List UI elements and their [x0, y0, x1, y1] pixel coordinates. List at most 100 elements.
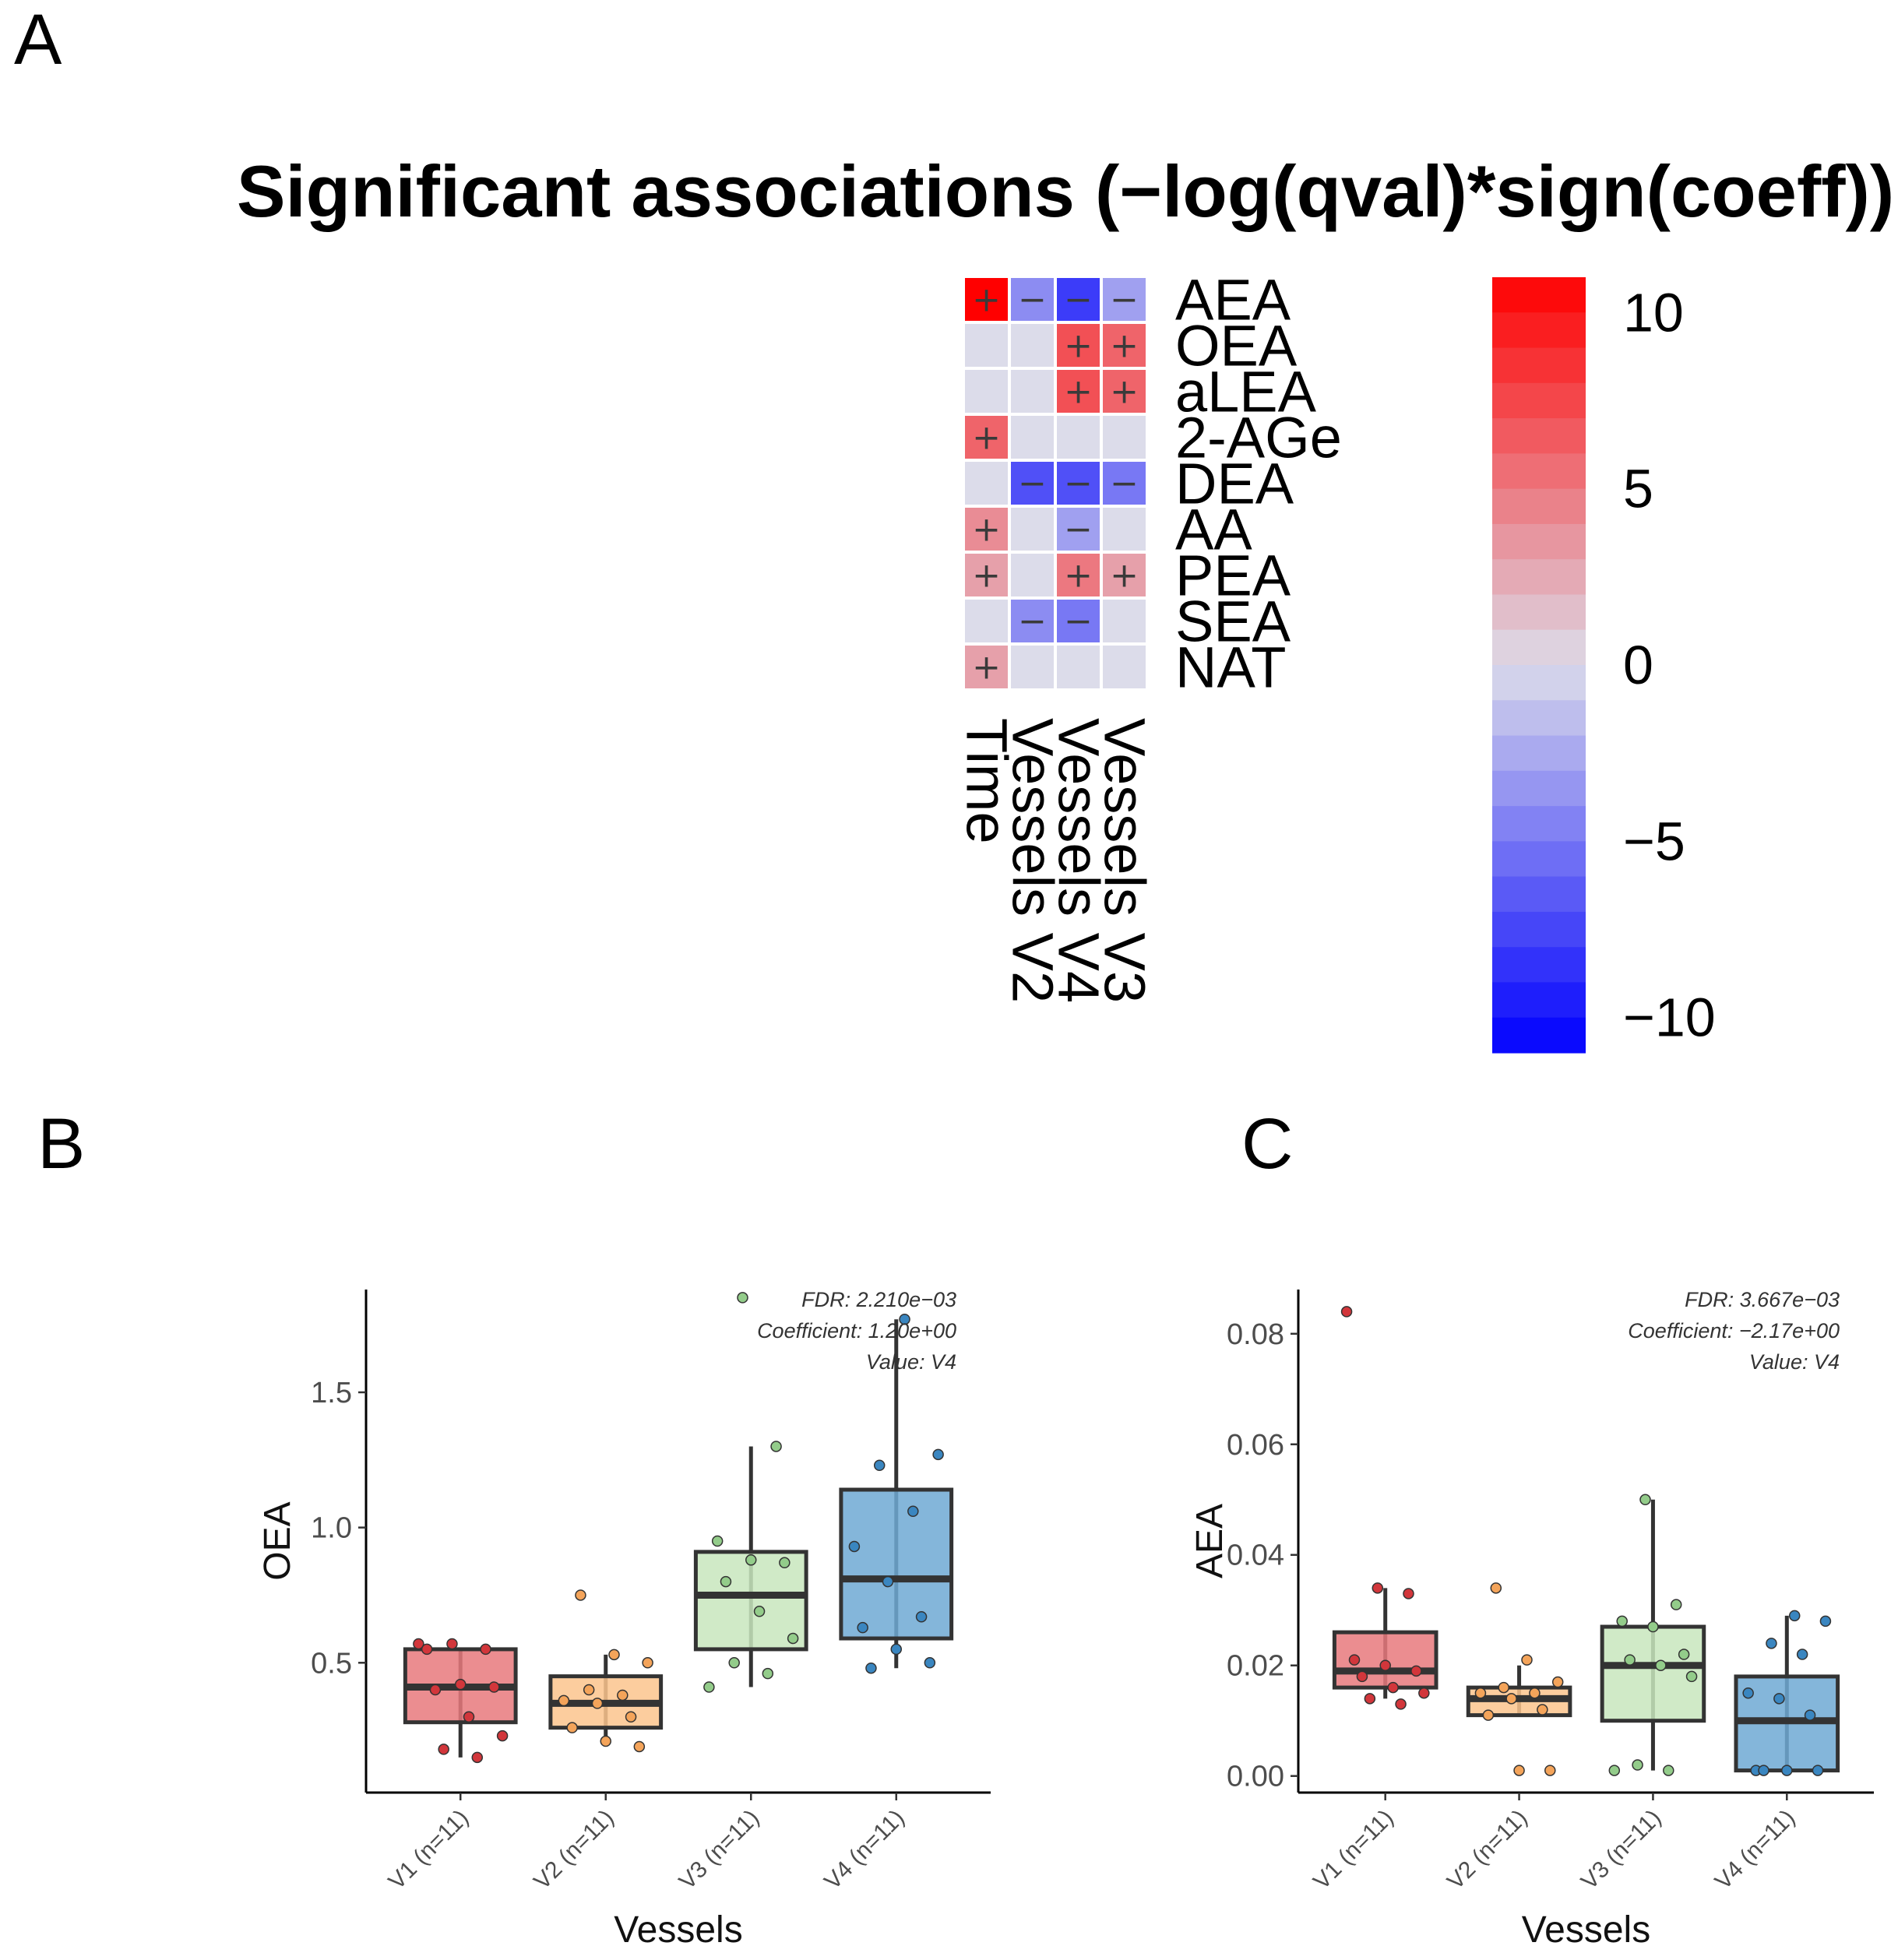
data-point	[1788, 1610, 1801, 1622]
boxplot-aea: 0.00 0.02 0.04 0.06 0.08 V1 (n=11) V2 (n=11) V3…	[1189, 1288, 1874, 1951]
data-point	[633, 1740, 646, 1753]
data-point	[857, 1621, 868, 1634]
data-point	[770, 1441, 782, 1452]
data-point	[488, 1681, 500, 1693]
data-point	[558, 1694, 570, 1707]
data-point	[1608, 1765, 1621, 1776]
heatmap-sign: −	[1110, 464, 1139, 504]
heatmap-cell	[1008, 642, 1057, 691]
colorbar-step	[1492, 312, 1586, 349]
colorbar-step	[1492, 806, 1586, 842]
data-point	[720, 1575, 732, 1588]
x-axis-title: Vessels	[614, 1909, 742, 1951]
stats-annotation: Value: V4	[866, 1350, 956, 1374]
heatmap-cell	[962, 642, 1011, 691]
data-point	[1387, 1681, 1399, 1694]
heatmap-column-label: Vessels V3	[1093, 718, 1157, 1003]
heatmap-sign: +	[1064, 372, 1093, 412]
box	[693, 1550, 808, 1652]
stats-annotation: Coefficient: 1.20e+00	[757, 1319, 956, 1342]
heatmap-cell	[1008, 505, 1057, 554]
data-point	[1670, 1599, 1682, 1610]
data-point	[1537, 1704, 1548, 1715]
heatmap-sign: −	[1110, 280, 1139, 320]
data-point	[642, 1657, 653, 1669]
x-tick-label: V2 (n=11)	[529, 1805, 619, 1895]
heatmap-cell	[1054, 642, 1103, 691]
data-point	[1678, 1649, 1690, 1660]
data-point	[932, 1448, 944, 1461]
data-point	[1418, 1687, 1430, 1699]
colorbar-step	[1492, 841, 1586, 878]
heatmap-cell	[962, 367, 1011, 416]
data-point	[1819, 1615, 1832, 1627]
heatmap-row-label: AA	[1175, 498, 1252, 562]
data-point	[1655, 1659, 1667, 1671]
x-tick-label: V3 (n=11)	[674, 1805, 765, 1895]
heatmap-cell	[962, 321, 1011, 370]
y-tick-label: 1.5	[311, 1377, 352, 1409]
colorbar-step	[1492, 735, 1586, 772]
data-point	[421, 1643, 433, 1656]
data-point	[438, 1744, 449, 1755]
data-point	[907, 1505, 919, 1518]
data-point	[1521, 1654, 1533, 1666]
stats-annotation: Coefficient: −2.17e+00	[1628, 1319, 1840, 1342]
heatmap-cell	[1100, 275, 1149, 324]
colorbar-step	[1492, 347, 1586, 384]
data-point	[882, 1575, 894, 1588]
data-point	[899, 1313, 910, 1325]
heatmap-cell	[1008, 367, 1057, 416]
heatmap-cell	[1008, 413, 1057, 462]
x-tick-label: V4 (n=11)	[1710, 1805, 1801, 1895]
heatmap-cell	[962, 596, 1011, 646]
data-point	[890, 1643, 903, 1656]
colorbar-step	[1492, 770, 1586, 807]
data-point	[1348, 1654, 1361, 1666]
heatmap-title: Significant associations (−log(qval)*sig…	[237, 150, 1894, 232]
colorbar-step	[1492, 947, 1586, 984]
heatmap-sign: −	[1064, 464, 1093, 504]
data-point	[737, 1292, 748, 1304]
heatmap-row-label: PEA	[1175, 544, 1291, 608]
data-point	[566, 1722, 578, 1733]
heatmap-row-label: AEA	[1175, 268, 1291, 333]
colorbar-tick-label: 5	[1623, 459, 1653, 519]
data-point	[471, 1751, 484, 1764]
heatmap-column-label: Vessels V4	[1047, 718, 1111, 1003]
colorbar-step	[1492, 382, 1586, 419]
data-point	[480, 1643, 491, 1656]
colorbar-tick-label: 0	[1623, 635, 1653, 695]
colorbar-step	[1492, 629, 1586, 666]
heatmap-cell	[962, 459, 1011, 508]
data-point	[429, 1684, 442, 1696]
data-point	[1544, 1765, 1556, 1776]
data-point	[413, 1638, 424, 1650]
x-tick-label: V2 (n=11)	[1442, 1805, 1533, 1895]
stats-annotation: Value: V4	[1749, 1350, 1840, 1374]
panel-label-a: A	[14, 0, 62, 79]
y-tick-label: 0.00	[1227, 1761, 1284, 1793]
colorbar-step	[1492, 488, 1586, 525]
data-point	[1356, 1670, 1368, 1683]
heatmap-sign: −	[1064, 602, 1093, 642]
heatmap-sign: −	[1018, 602, 1047, 642]
y-tick-label: 0.06	[1227, 1429, 1284, 1462]
colorbar-step	[1492, 594, 1586, 631]
heatmap-row-label: 2-AGe	[1175, 406, 1342, 470]
heatmap-row-label: aLEA	[1175, 360, 1317, 424]
data-point	[617, 1689, 629, 1701]
heatmap-cell	[1100, 596, 1149, 646]
data-point	[1804, 1709, 1816, 1721]
heatmap-sign: +	[1064, 326, 1093, 366]
data-point	[1796, 1649, 1808, 1660]
colorbar: 10 5 0 −5 −10	[1492, 277, 1716, 1054]
data-point	[496, 1730, 509, 1742]
colorbar-step	[1492, 277, 1586, 313]
data-point	[1685, 1670, 1698, 1683]
data-point	[753, 1606, 766, 1617]
data-point	[1529, 1687, 1541, 1699]
data-point	[454, 1678, 467, 1691]
heatmap-sign: −	[1064, 280, 1093, 320]
data-point	[1490, 1582, 1502, 1594]
